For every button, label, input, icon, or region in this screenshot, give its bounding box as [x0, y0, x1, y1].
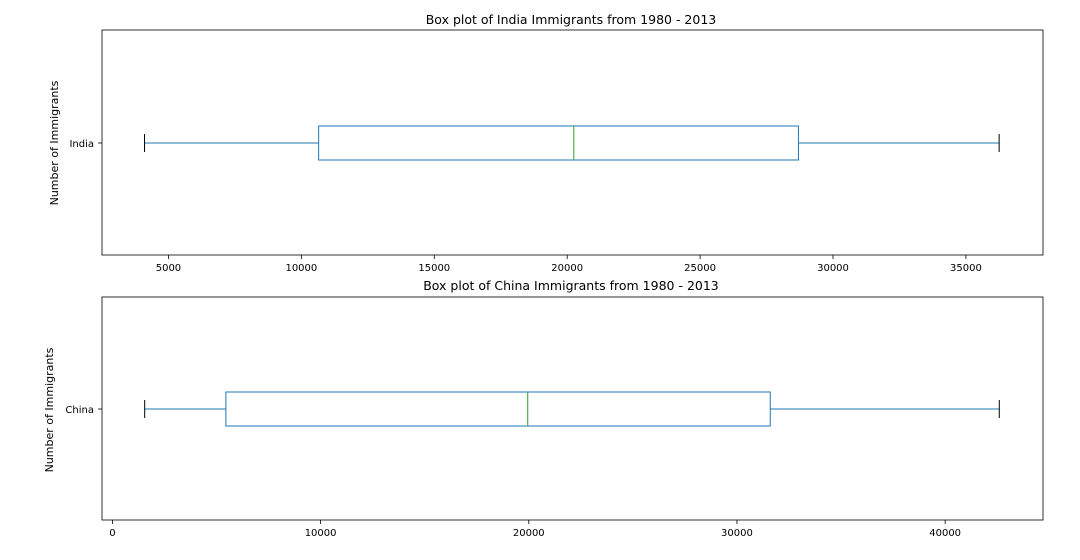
china-box — [225, 391, 771, 427]
china-box-plot: Box plot of China Immigrants from 1980 -… — [43, 278, 1044, 539]
india-axes-frame — [101, 29, 1044, 256]
india-x-tick-label: 15000 — [418, 263, 450, 274]
india-x-tick-label: 20000 — [551, 263, 583, 274]
india-box — [318, 125, 799, 161]
india-chart-title: Box plot of India Immigrants from 1980 -… — [426, 12, 717, 27]
china-chart-title: Box plot of China Immigrants from 1980 -… — [423, 278, 719, 293]
india-x-tick-label: 5000 — [156, 263, 181, 274]
india-x-tick-label: 30000 — [817, 263, 849, 274]
india-x-tick-label: 10000 — [285, 263, 317, 274]
india-x-tick-label: 35000 — [950, 263, 982, 274]
china-x-tick-label: 40000 — [929, 528, 961, 539]
india-category-label: India — [69, 139, 94, 150]
china-x-tick-label: 30000 — [721, 528, 753, 539]
china-category-label: China — [65, 405, 94, 416]
china-x-tick-label: 20000 — [513, 528, 545, 539]
india-x-tick-label: 25000 — [684, 263, 716, 274]
china-x-tick-label: 10000 — [305, 528, 337, 539]
china-y-axis-label: Number of Immigrants — [43, 347, 56, 472]
china-x-tick-label: 0 — [109, 528, 115, 539]
india-box-plot: Box plot of India Immigrants from 1980 -… — [48, 12, 1044, 274]
india-y-axis-label: Number of Immigrants — [48, 80, 61, 205]
china-axes-frame — [101, 296, 1044, 521]
